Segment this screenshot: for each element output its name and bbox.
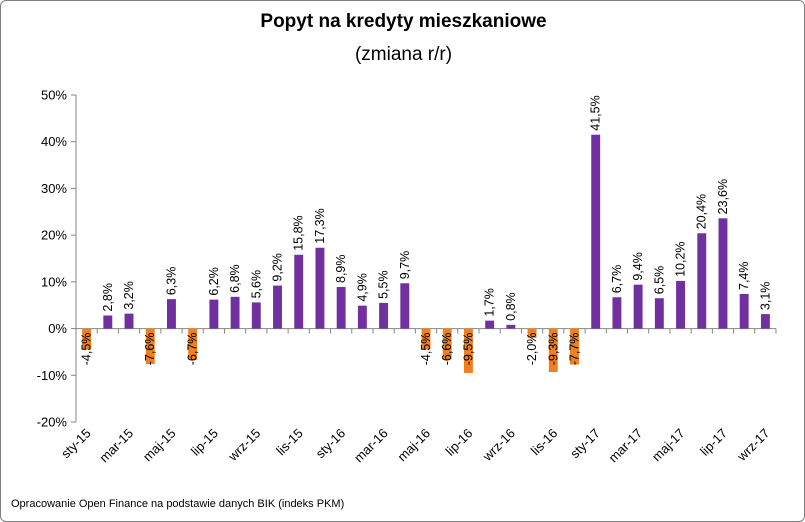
chart-source: Opracowanie Open Finance na podstawie da… bbox=[11, 498, 345, 510]
data-label: 9,7% bbox=[398, 251, 412, 280]
bar bbox=[485, 320, 495, 329]
data-label: -6,7% bbox=[186, 333, 200, 366]
data-label: 7,4% bbox=[737, 262, 751, 291]
bar bbox=[379, 302, 389, 329]
bar bbox=[188, 328, 198, 360]
bar bbox=[612, 297, 622, 329]
bar bbox=[760, 314, 770, 329]
bar bbox=[273, 285, 282, 329]
data-label: 15,8% bbox=[292, 215, 306, 250]
bar bbox=[82, 328, 92, 350]
data-label: 9,2% bbox=[271, 253, 285, 282]
data-label: 4,9% bbox=[355, 273, 369, 302]
data-label: -9,5% bbox=[461, 333, 475, 366]
data-label: 8,9% bbox=[334, 254, 348, 283]
y-tick-label: 40% bbox=[41, 134, 67, 149]
data-label: 5,5% bbox=[377, 270, 391, 299]
x-tick-label: wrz-15 bbox=[225, 426, 264, 465]
data-label: 41,5% bbox=[589, 95, 603, 130]
x-tick-label: lip-15 bbox=[188, 426, 221, 459]
x-tick-label: mar-16 bbox=[351, 426, 391, 466]
x-tick-label: lis-15 bbox=[273, 426, 306, 459]
bar bbox=[591, 134, 601, 329]
x-tick-label: lis-16 bbox=[528, 426, 561, 459]
bar bbox=[251, 302, 261, 329]
chart-subtitle: (zmiana r/r) bbox=[354, 44, 453, 65]
bar bbox=[400, 283, 410, 329]
bar bbox=[548, 328, 558, 373]
x-tick-label: mar-15 bbox=[96, 426, 136, 466]
bar bbox=[103, 315, 113, 329]
bar bbox=[145, 328, 155, 365]
y-tick-label: -10% bbox=[37, 368, 68, 383]
y-tick-label: 0% bbox=[48, 321, 67, 336]
bar bbox=[167, 299, 176, 329]
data-label: -9,3% bbox=[546, 333, 560, 366]
y-tick-label: 10% bbox=[41, 274, 67, 289]
data-label: -7,6% bbox=[143, 333, 157, 366]
bar bbox=[633, 284, 643, 329]
bar bbox=[315, 247, 325, 329]
data-label: -4,5% bbox=[419, 333, 433, 366]
bar bbox=[209, 299, 219, 329]
x-tick-label: sty-17 bbox=[567, 426, 603, 462]
y-tick-label: 30% bbox=[41, 181, 67, 196]
data-label: 6,3% bbox=[164, 267, 178, 296]
x-tick-label: wrz-16 bbox=[479, 426, 518, 465]
x-tick-label: sty-16 bbox=[313, 426, 349, 462]
data-label: 10,2% bbox=[674, 241, 688, 276]
data-label: 2,8% bbox=[101, 283, 115, 312]
bar bbox=[527, 328, 537, 338]
x-tick-label: mar-17 bbox=[606, 426, 646, 466]
x-tick-label: maj-16 bbox=[394, 426, 433, 465]
data-label: 0,8% bbox=[504, 292, 518, 321]
bar bbox=[442, 328, 452, 360]
bar bbox=[570, 328, 579, 365]
bar bbox=[697, 233, 707, 329]
data-label: -2,0% bbox=[525, 333, 539, 366]
bar bbox=[336, 286, 346, 329]
data-label: -7,7% bbox=[567, 333, 581, 366]
chart-title: Popyt na kredyty mieszkaniowe bbox=[260, 11, 547, 32]
bar bbox=[506, 324, 516, 329]
data-label: 6,2% bbox=[207, 267, 221, 296]
data-label: 9,4% bbox=[631, 252, 645, 281]
data-label: 1,7% bbox=[483, 288, 497, 317]
data-label: 20,4% bbox=[695, 194, 709, 229]
bar bbox=[357, 305, 367, 329]
bar bbox=[230, 296, 240, 329]
x-tick-label: maj-15 bbox=[140, 426, 179, 465]
data-label: 3,2% bbox=[122, 281, 136, 310]
data-label: 6,8% bbox=[228, 264, 242, 293]
bar bbox=[124, 313, 134, 329]
data-label: -6,6% bbox=[440, 333, 454, 366]
data-label: 6,7% bbox=[610, 265, 624, 294]
x-tick-label: maj-17 bbox=[649, 426, 688, 465]
bar bbox=[421, 328, 431, 350]
bar bbox=[718, 218, 728, 329]
bar bbox=[739, 294, 749, 329]
x-tick-label: wrz-17 bbox=[734, 426, 773, 465]
data-label: 5,6% bbox=[249, 270, 263, 299]
data-label: 17,3% bbox=[313, 208, 327, 243]
bar bbox=[463, 328, 473, 373]
x-tick-label: sty-15 bbox=[58, 426, 94, 462]
x-tick-label: lip-16 bbox=[442, 426, 475, 459]
data-label: 6,5% bbox=[652, 266, 666, 295]
bar bbox=[676, 280, 685, 329]
bar bbox=[294, 254, 304, 329]
data-label: 3,1% bbox=[758, 282, 772, 311]
y-tick-label: -20% bbox=[37, 415, 68, 430]
bar bbox=[654, 298, 664, 329]
data-label: 23,6% bbox=[716, 179, 730, 214]
data-label: -4,5% bbox=[80, 333, 94, 366]
x-tick-label: lip-17 bbox=[697, 426, 730, 459]
y-tick-label: 20% bbox=[41, 228, 67, 243]
y-tick-label: 50% bbox=[41, 88, 67, 103]
